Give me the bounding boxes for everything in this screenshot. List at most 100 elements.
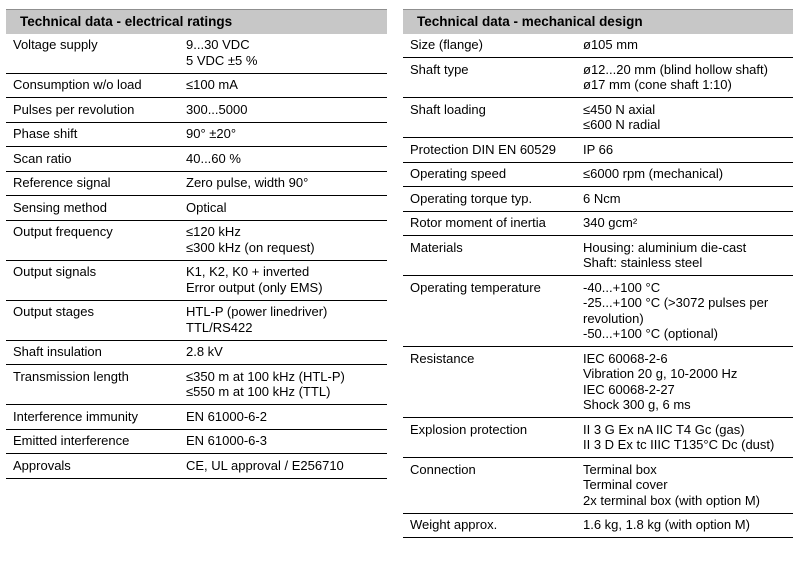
spec-value: EN 61000-6-3 bbox=[180, 433, 384, 449]
spec-value-line: -50...+100 °C (optional) bbox=[583, 326, 718, 341]
spec-value-line: 300...5000 bbox=[186, 101, 248, 117]
spec-value-line: IEC 60068-2-27 bbox=[583, 381, 675, 397]
spec-label: Scan ratio bbox=[13, 150, 72, 166]
table-row: Shaft insulation 2.8 kV bbox=[6, 341, 387, 365]
table-row: Approvals CE, UL approval / E256710 bbox=[6, 454, 387, 479]
table-row: Weight approx. 1.6 kg, 1.8 kg (with opti… bbox=[403, 514, 793, 538]
table-row: Output signals K1, K2, K0 + inverted Erro… bbox=[6, 261, 387, 301]
spec-label: Operating torque typ. bbox=[410, 190, 533, 206]
spec-label: Operating speed bbox=[410, 166, 507, 181]
spec-value: 300...5000 bbox=[180, 102, 384, 118]
spec-value: IEC 60068-2-6 Vibration 20 g, 10-2000 Hz I… bbox=[577, 351, 785, 413]
spec-value-line: -40...+100 °C bbox=[583, 279, 661, 295]
spec-value-line: -25...+100 °C (>3072 pulses per revoluti… bbox=[583, 295, 769, 326]
spec-value-line: ≤350 m at 100 kHz (HTL-P) bbox=[186, 368, 345, 384]
spec-value-line: Shock 300 g, 6 ms bbox=[583, 397, 691, 412]
spec-value: ≤350 m at 100 kHz (HTL-P) ≤550 m at 100 k… bbox=[180, 369, 384, 400]
spec-value-line: Terminal cover bbox=[583, 477, 668, 492]
spec-value-line: ø12...20 mm (blind hollow shaft) bbox=[583, 61, 768, 77]
electrical-ratings-rows: Voltage supply 9...30 VDC 5 VDC ±5 % Cons… bbox=[6, 34, 387, 479]
table-row: Reference signal Zero pulse, width 90° bbox=[6, 172, 387, 196]
spec-value-line: 6 Ncm bbox=[583, 190, 621, 206]
spec-value-line: II 3 D Ex tc IIIC T135°C Dc (dust) bbox=[583, 437, 775, 452]
electrical-ratings-title: Technical data - electrical ratings bbox=[6, 9, 387, 34]
spec-label: Shaft loading bbox=[410, 101, 486, 117]
spec-value: ø12...20 mm (blind hollow shaft) ø17 mm (… bbox=[577, 62, 785, 93]
table-row: Output stages HTL-P (power linedriver) TT… bbox=[6, 301, 387, 341]
spec-value-line: CE, UL approval / E256710 bbox=[186, 457, 344, 473]
spec-value-line: Error output (only EMS) bbox=[186, 279, 323, 295]
table-row: Interference immunity EN 61000-6-2 bbox=[6, 405, 387, 430]
spec-label: Protection DIN EN 60529 bbox=[410, 141, 556, 157]
spec-value: ≤450 N axial ≤600 N radial bbox=[577, 102, 785, 133]
spec-value: Terminal box Terminal cover 2x terminal bo… bbox=[577, 462, 785, 509]
spec-value-line: 90° ±20° bbox=[186, 126, 237, 141]
mechanical-design-table: Technical data - mechanical design Size … bbox=[403, 9, 793, 538]
spec-label: Materials bbox=[410, 239, 463, 255]
spec-label: Interference immunity bbox=[13, 408, 138, 424]
table-row: Connection Terminal box Terminal cover 2x … bbox=[403, 458, 793, 514]
spec-value-line: Zero pulse, width 90° bbox=[186, 175, 309, 190]
spec-label: Reference signal bbox=[13, 175, 111, 190]
spec-value-line: ≤100 mA bbox=[186, 77, 238, 92]
spec-value: 340 gcm² bbox=[577, 215, 785, 231]
table-row: Operating torque typ. 6 Ncm bbox=[403, 187, 793, 212]
spec-label: Operating temperature bbox=[410, 279, 541, 295]
spec-value: 6 Ncm bbox=[577, 191, 785, 207]
table-row: Size (flange) ø105 mm bbox=[403, 34, 793, 58]
spec-value: 40...60 % bbox=[180, 151, 384, 167]
mechanical-design-title: Technical data - mechanical design bbox=[403, 9, 793, 34]
table-row: Shaft loading ≤450 N axial ≤600 N radial bbox=[403, 98, 793, 138]
table-row: Consumption w/o load ≤100 mA bbox=[6, 74, 387, 98]
spec-value: 90° ±20° bbox=[180, 126, 384, 142]
spec-value-line: IP 66 bbox=[583, 141, 614, 157]
spec-value-line: EN 61000-6-2 bbox=[186, 408, 267, 424]
table-row: Materials Housing: aluminium die-cast Sha… bbox=[403, 236, 793, 276]
table-row: Operating temperature -40...+100 °C -25..… bbox=[403, 276, 793, 347]
spec-value: Housing: aluminium die-cast Shaft: stainl… bbox=[577, 240, 785, 271]
spec-label: Phase shift bbox=[13, 126, 78, 141]
spec-value: ≤120 kHz ≤300 kHz (on request) bbox=[180, 224, 384, 255]
spec-value: ≤100 mA bbox=[180, 77, 384, 93]
table-row: Phase shift 90° ±20° bbox=[6, 123, 387, 147]
spec-value: ≤6000 rpm (mechanical) bbox=[577, 166, 785, 182]
spec-value-line: ≤450 N axial bbox=[583, 101, 656, 117]
spec-label: Voltage supply bbox=[13, 37, 98, 52]
spec-value-line: 5 VDC ±5 % bbox=[186, 52, 258, 68]
spec-label: Pulses per revolution bbox=[13, 101, 135, 117]
spec-label: Transmission length bbox=[13, 368, 129, 384]
spec-value-line: ≤600 N radial bbox=[583, 117, 661, 132]
table-row: Operating speed ≤6000 rpm (mechanical) bbox=[403, 163, 793, 187]
table-row: Voltage supply 9...30 VDC 5 VDC ±5 % bbox=[6, 34, 387, 74]
table-row: Shaft type ø12...20 mm (blind hollow sha… bbox=[403, 58, 793, 98]
spec-value: K1, K2, K0 + inverted Error output (only … bbox=[180, 264, 384, 295]
spec-value: CE, UL approval / E256710 bbox=[180, 458, 384, 474]
datasheet-page: Technical data - electrical ratings Volt… bbox=[6, 9, 793, 538]
spec-label: Approvals bbox=[13, 457, 71, 473]
table-row: Sensing method Optical bbox=[6, 196, 387, 221]
spec-value-line: 340 gcm² bbox=[583, 215, 638, 230]
spec-value: 9...30 VDC 5 VDC ±5 % bbox=[180, 37, 384, 68]
spec-value: 1.6 kg, 1.8 kg (with option M) bbox=[577, 517, 785, 533]
spec-label: Sensing method bbox=[13, 199, 107, 215]
spec-value-line: Terminal box bbox=[583, 461, 657, 477]
spec-value-line: 2x terminal box (with option M) bbox=[583, 492, 761, 508]
spec-label: Size (flange) bbox=[410, 37, 483, 52]
spec-label: Shaft insulation bbox=[13, 344, 102, 359]
spec-value-line: ≤550 m at 100 kHz (TTL) bbox=[186, 384, 331, 399]
spec-value: HTL-P (power linedriver) TTL/RS422 bbox=[180, 304, 384, 335]
spec-value-line: TTL/RS422 bbox=[186, 319, 253, 335]
spec-value-line: Vibration 20 g, 10-2000 Hz bbox=[583, 366, 738, 381]
spec-value-line: ø17 mm (cone shaft 1:10) bbox=[583, 77, 732, 92]
spec-value-line: K1, K2, K0 + inverted bbox=[186, 264, 310, 279]
spec-label: Explosion protection bbox=[410, 421, 528, 437]
mechanical-design-rows: Size (flange) ø105 mm Shaft type ø12...2… bbox=[403, 34, 793, 538]
table-row: Protection DIN EN 60529 IP 66 bbox=[403, 138, 793, 163]
spec-value: EN 61000-6-2 bbox=[180, 409, 384, 425]
spec-label: Connection bbox=[410, 461, 476, 477]
spec-label: Output signals bbox=[13, 264, 97, 279]
spec-value: 2.8 kV bbox=[180, 344, 384, 360]
spec-value-line: 40...60 % bbox=[186, 150, 241, 166]
table-row: Transmission length ≤350 m at 100 kHz (H… bbox=[6, 365, 387, 405]
spec-label: Shaft type bbox=[410, 61, 469, 77]
